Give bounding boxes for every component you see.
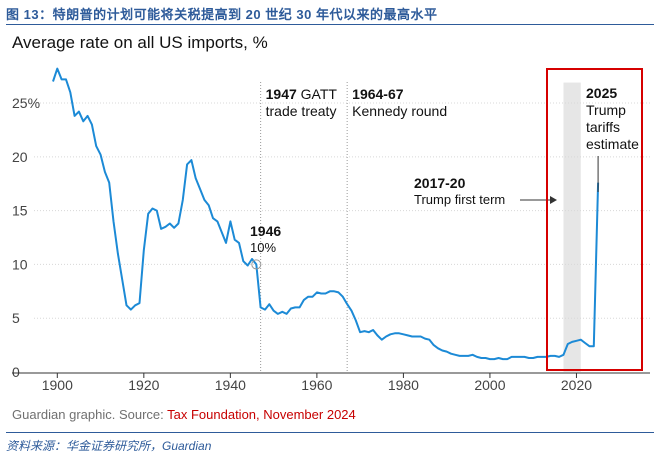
x-tick-label: 1940: [215, 377, 246, 393]
annotation-1946-value: 10%: [250, 240, 276, 255]
source-line: Guardian graphic. Source: Tax Foundation…: [12, 407, 356, 422]
y-tick-label: 5: [12, 310, 20, 326]
annotation-trump1-text: Trump first term: [414, 192, 505, 207]
highlight-box: [546, 68, 643, 371]
caption-divider: [6, 24, 654, 25]
annotation-kennedy-text: Kennedy round: [352, 103, 447, 119]
y-tick-label: 15: [12, 203, 28, 219]
x-tick-label: 1960: [301, 377, 332, 393]
y-tick-label: 25%: [12, 95, 40, 111]
annotation-trump1-title: 2017-20: [414, 175, 466, 191]
source-prefix: Guardian graphic. Source:: [12, 407, 168, 422]
annotation-gatt-text: trade treaty: [266, 103, 337, 119]
x-tick-label: 2020: [561, 377, 592, 393]
x-tick-label: 1920: [128, 377, 159, 393]
source-highlight: Tax Foundation, November 2024: [167, 407, 356, 422]
figure-caption: 图 13：特朗普的计划可能将关税提高到 20 世纪 30 年代以来的最高水平: [6, 7, 438, 22]
annotation-trump2-text: tariffs: [586, 119, 620, 135]
annotation-kennedy-title: 1964-67: [352, 86, 404, 102]
y-tick-label: 10: [12, 256, 28, 272]
y-tick-label: 20: [12, 149, 28, 165]
footnote: 资料来源：华金证券研究所，Guardian: [6, 439, 212, 453]
annotation-gatt-title: 1947 GATT: [266, 86, 338, 102]
chart-title: Average rate on all US imports, %: [12, 33, 268, 52]
marker-1946: [251, 259, 262, 270]
trump-first-term-band: [563, 82, 581, 372]
annotation-trump2-title: 2025: [586, 85, 617, 101]
trump1-arrowhead: [550, 196, 557, 204]
tariff-rate-line: [52, 67, 600, 361]
annotation-trump2-text: estimate: [586, 136, 639, 152]
annotation-1946-title: 1946: [250, 223, 281, 239]
annotation-trump2-text: Trump: [586, 102, 626, 118]
footnote-divider: [6, 432, 654, 433]
x-tick-label: 2000: [474, 377, 505, 393]
y-tick-label: 0: [12, 364, 20, 380]
x-tick-label: 1980: [388, 377, 419, 393]
x-tick-label: 1900: [42, 377, 73, 393]
